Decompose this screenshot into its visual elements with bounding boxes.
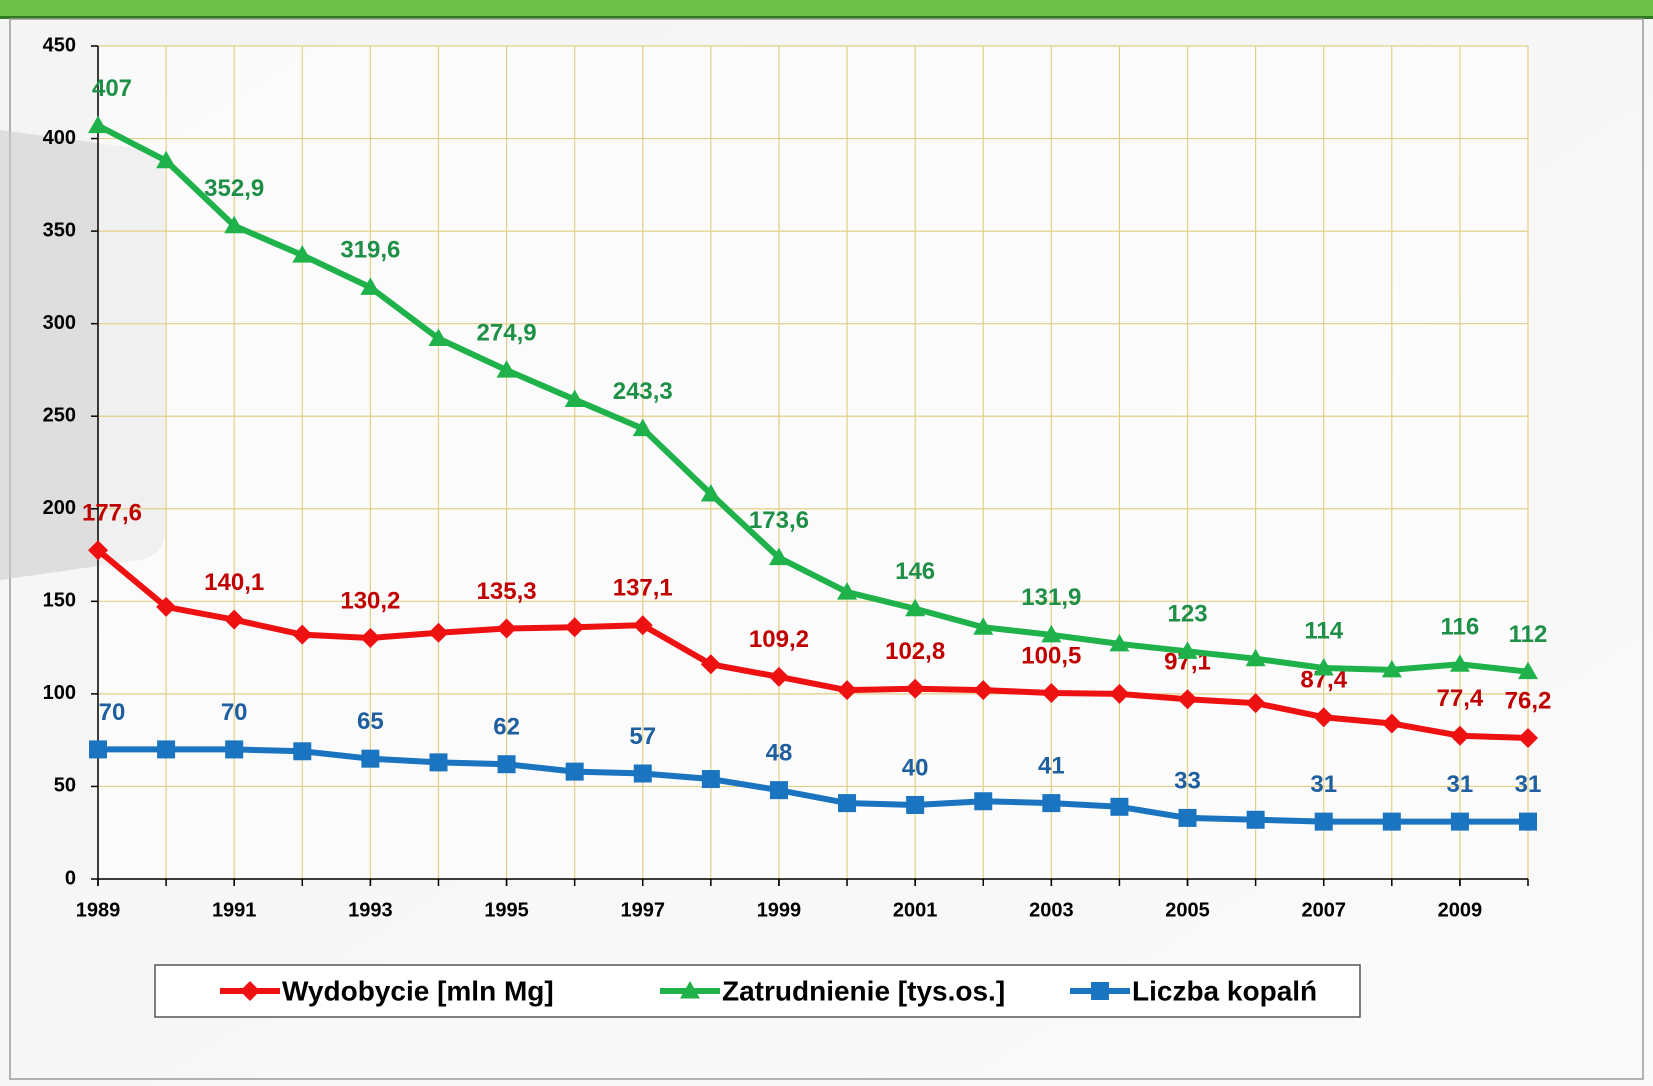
y-tick-label: 150 <box>43 590 76 612</box>
data-point <box>634 764 652 782</box>
data-label: 135,3 <box>477 578 537 605</box>
data-label: 57 <box>629 723 656 750</box>
data-label: 40 <box>902 754 929 781</box>
x-tick-label: 1995 <box>484 899 529 921</box>
x-tick-label: 2003 <box>1029 899 1074 921</box>
data-label: 274,9 <box>477 319 537 346</box>
data-point <box>1110 798 1128 816</box>
data-label: 137,1 <box>613 575 673 602</box>
data-label: 116 <box>1441 614 1480 641</box>
data-point <box>1042 794 1060 812</box>
x-tick-label: 1993 <box>348 899 393 921</box>
data-label: 243,3 <box>613 378 673 405</box>
x-tick-label: 2009 <box>1438 899 1483 921</box>
data-label: 70 <box>221 699 248 726</box>
data-point <box>1315 813 1333 831</box>
data-label: 177,6 <box>82 500 142 527</box>
data-label: 173,6 <box>749 507 809 534</box>
x-tick-label: 2007 <box>1301 899 1346 921</box>
data-label: 41 <box>1038 752 1065 779</box>
data-label: 76,2 <box>1505 687 1552 714</box>
data-label: 407 <box>92 75 132 102</box>
y-tick-label: 200 <box>43 497 76 519</box>
data-label: 70 <box>99 699 126 726</box>
x-tick-label: 2005 <box>1165 899 1210 921</box>
y-tick-label: 450 <box>43 34 76 56</box>
data-label: 146 <box>895 558 935 585</box>
data-point <box>1247 811 1265 829</box>
x-tick-label: 1989 <box>76 899 121 921</box>
y-tick-label: 350 <box>43 219 76 241</box>
y-tick-label: 400 <box>43 127 76 149</box>
data-point <box>225 740 243 758</box>
data-label: 131,9 <box>1021 584 1081 611</box>
data-label: 319,6 <box>340 237 400 264</box>
x-tick-label: 1999 <box>757 899 802 921</box>
data-label: 112 <box>1509 621 1548 648</box>
data-point <box>89 740 107 758</box>
data-label: 48 <box>766 739 793 766</box>
data-label: 62 <box>493 714 520 741</box>
data-point <box>1179 809 1197 827</box>
data-point <box>974 792 992 810</box>
data-point <box>1383 813 1401 831</box>
y-tick-label: 0 <box>65 867 76 889</box>
data-point <box>838 794 856 812</box>
data-label: 140,1 <box>204 569 264 596</box>
data-label: 352,9 <box>204 175 264 202</box>
data-label: 130,2 <box>340 587 400 614</box>
data-label: 102,8 <box>885 638 945 665</box>
x-tick-label: 2001 <box>893 899 938 921</box>
data-point <box>293 742 311 760</box>
data-point <box>361 750 379 768</box>
data-point <box>702 770 720 788</box>
data-point <box>157 740 175 758</box>
data-label: 31 <box>1515 771 1542 798</box>
data-label: 109,2 <box>749 626 809 653</box>
data-point <box>770 781 788 799</box>
data-label: 100,5 <box>1021 642 1081 669</box>
legend-label: Zatrudnienie [tys.os.] <box>722 975 1005 1006</box>
y-tick-label: 250 <box>43 405 76 427</box>
data-label: 123 <box>1168 601 1208 628</box>
data-label: 77,4 <box>1437 685 1484 712</box>
data-label: 31 <box>1447 771 1474 798</box>
x-tick-label: 1997 <box>621 899 666 921</box>
y-tick-label: 50 <box>54 775 76 797</box>
y-tick-label: 300 <box>43 312 76 334</box>
data-point <box>1519 813 1537 831</box>
data-point <box>566 763 584 781</box>
legend-label: Liczba kopalń <box>1132 975 1317 1006</box>
top-bar <box>0 0 1653 16</box>
data-point <box>906 796 924 814</box>
data-label: 33 <box>1174 767 1201 794</box>
data-point <box>498 755 516 773</box>
y-tick-label: 100 <box>43 682 76 704</box>
data-label: 114 <box>1304 617 1343 644</box>
data-point <box>1451 813 1469 831</box>
legend-marker <box>1091 982 1109 1000</box>
data-point <box>429 753 447 771</box>
x-tick-label: 1991 <box>212 899 257 921</box>
chart: 0 50 100 150 200 250 300 350 400 450 1989 1991 1993 1… <box>0 0 1653 1086</box>
data-label: 31 <box>1310 771 1337 798</box>
legend-label: Wydobycie [mln Mg] <box>282 975 554 1006</box>
page: 0 50 100 150 200 250 300 350 400 450 1989 1991 1993 1… <box>0 0 1653 1086</box>
data-label: 65 <box>357 708 384 735</box>
